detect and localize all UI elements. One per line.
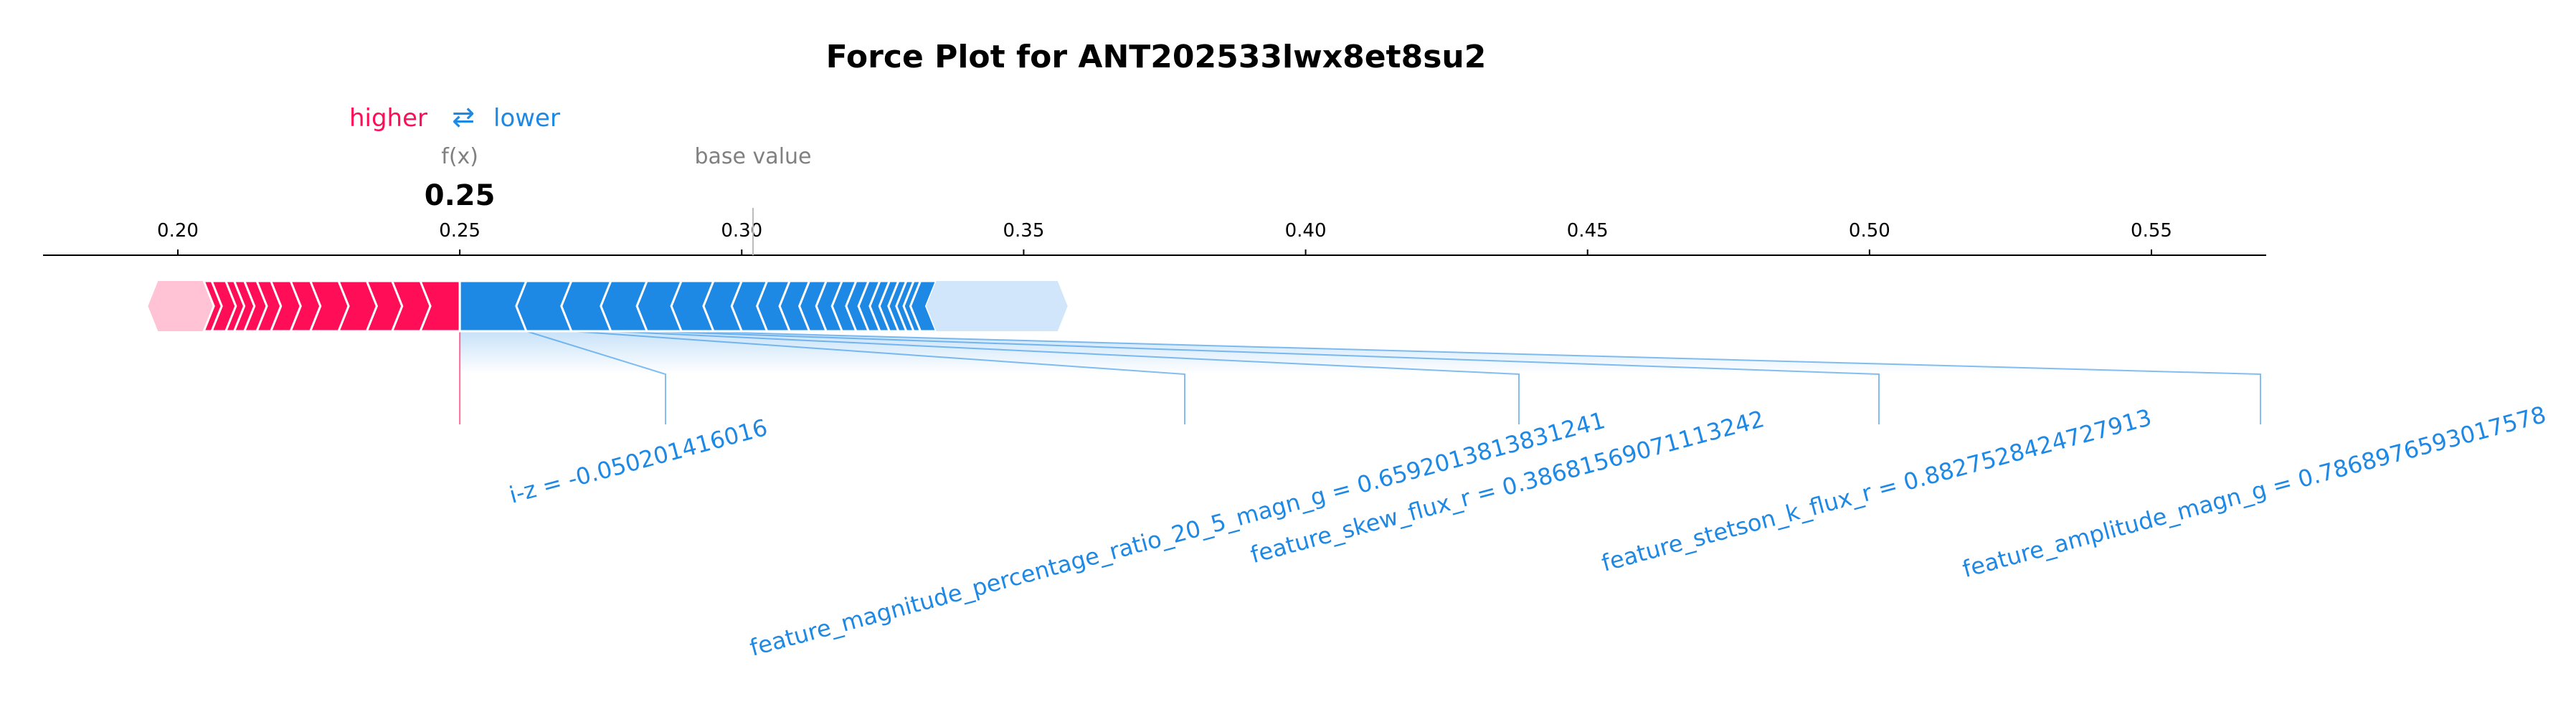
feature-label: feature_amplitude_magn_g = 0.78689765930… bbox=[1960, 401, 2549, 583]
base-value-label: base value bbox=[695, 144, 812, 169]
force-bar bbox=[148, 280, 1068, 333]
axis-tick-label: 0.40 bbox=[1285, 220, 1327, 242]
label-connectors bbox=[459, 330, 2261, 424]
axis-tick-label: 0.35 bbox=[1003, 220, 1044, 242]
x-axis: 0.20 0.25 0.30 0.35 0.40 0.45 0.50 0.55 bbox=[43, 208, 2266, 256]
legend-arrows-icon: ⇄ bbox=[452, 101, 475, 133]
axis-tick-label: 0.25 bbox=[439, 220, 480, 242]
legend: higher ⇄ lower bbox=[349, 101, 560, 133]
connector-fill bbox=[460, 331, 666, 374]
feature-label: i-z = -0.050201416016 bbox=[506, 414, 770, 509]
feature-label: feature_magnitude_percentage_ratio_20_5_… bbox=[747, 406, 1608, 662]
fx-label: f(x) bbox=[441, 144, 478, 169]
fx-value: 0.25 bbox=[425, 179, 496, 212]
chart-title: Force Plot for ANT202533lwx8et8su2 bbox=[826, 39, 1487, 75]
axis-tick-label: 0.50 bbox=[1849, 220, 1890, 242]
positive-segment bbox=[148, 281, 214, 331]
connector-line bbox=[681, 330, 2261, 424]
axis-tick-label: 0.45 bbox=[1567, 220, 1609, 242]
negative-segment bbox=[926, 281, 1068, 331]
connector-fill bbox=[526, 331, 1185, 374]
legend-higher-label: higher bbox=[349, 104, 427, 133]
axis-tick-label: 0.30 bbox=[721, 220, 762, 242]
positive-segment bbox=[418, 280, 461, 333]
legend-lower-label: lower bbox=[493, 104, 560, 133]
negative-segment bbox=[909, 280, 938, 333]
axis-tick-label: 0.55 bbox=[2131, 220, 2172, 242]
axis-tick-label: 0.20 bbox=[157, 220, 199, 242]
feature-labels: i-z = -0.050201416016feature_magnitude_p… bbox=[506, 401, 2549, 662]
